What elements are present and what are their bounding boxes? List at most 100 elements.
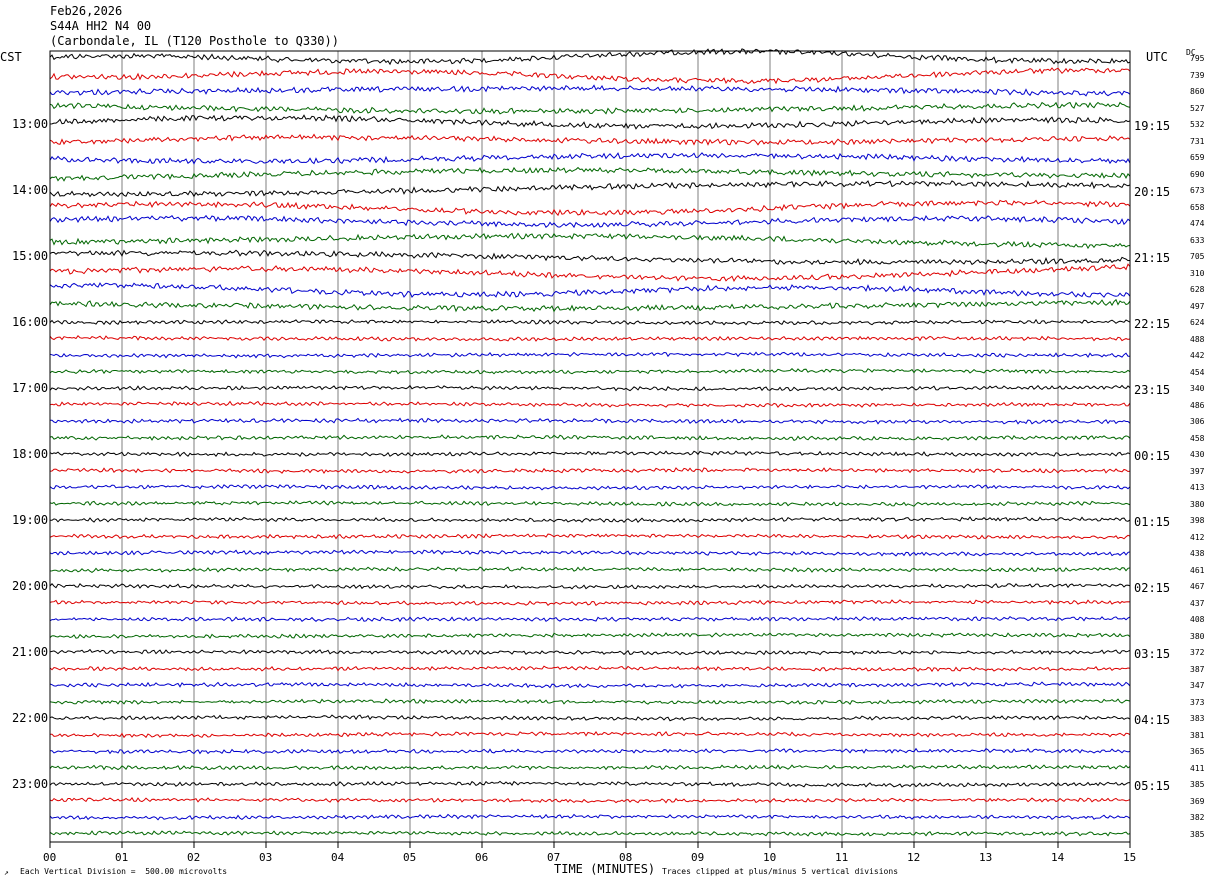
trace-line — [49, 813, 1131, 821]
trace-line — [49, 335, 1131, 342]
x-tick-label: 01 — [115, 851, 129, 864]
right-time-label: 22:15 — [1134, 317, 1171, 331]
x-tick-label: 12 — [907, 851, 921, 864]
left-time-label: 23:00 — [12, 777, 49, 791]
plot-frame — [49, 50, 1131, 843]
right-time-label: 02:15 — [1134, 581, 1171, 595]
trace-line — [49, 681, 1131, 689]
trace-line — [49, 152, 1131, 165]
dc-value: 532 — [1190, 120, 1205, 129]
dc-value: 795 — [1190, 54, 1205, 63]
left-time-label: 21:00 — [12, 645, 49, 659]
trace-line — [49, 48, 1131, 66]
right-time-label: 23:15 — [1134, 383, 1171, 397]
right-time-label: 21:15 — [1134, 251, 1171, 265]
x-tick-label: 05 — [403, 851, 417, 864]
dc-value: 497 — [1190, 301, 1205, 311]
right-time-label: 20:15 — [1134, 185, 1171, 199]
dc-value: 705 — [1190, 252, 1205, 261]
x-tick-label: 08 — [619, 851, 633, 864]
left-time-label: 22:00 — [12, 711, 49, 725]
plot-location: (Carbondale, IL (T120 Posthole to Q330)) — [50, 34, 339, 48]
trace-line — [49, 282, 1131, 299]
dc-value: 413 — [1190, 483, 1205, 492]
x-tick-label: 02 — [187, 851, 201, 864]
x-tick-label: 06 — [475, 851, 489, 864]
dc-value: 624 — [1190, 318, 1205, 327]
dc-value: 731 — [1190, 136, 1205, 146]
x-tick-label: 04 — [331, 851, 345, 864]
dc-value: 467 — [1190, 582, 1205, 591]
dc-value: 527 — [1190, 103, 1205, 113]
trace-line — [49, 199, 1131, 217]
right-timezone-label: UTC — [1146, 50, 1168, 64]
dc-value: 408 — [1190, 615, 1205, 624]
trace-line — [49, 232, 1131, 250]
plot-date: Feb26,2026 — [50, 4, 123, 18]
trace-line — [49, 263, 1131, 282]
trace-line — [49, 698, 1131, 706]
dc-value: 633 — [1190, 235, 1205, 245]
trace-line — [49, 368, 1131, 375]
left-time-label: 17:00 — [12, 381, 49, 395]
dc-value: 438 — [1190, 549, 1205, 558]
trace-line — [49, 467, 1131, 475]
dc-value: 340 — [1190, 384, 1205, 393]
trace-line — [49, 830, 1131, 837]
dc-header-label: DC — [1186, 48, 1196, 57]
right-time-label: 04:15 — [1134, 713, 1171, 727]
trace-line — [49, 214, 1131, 229]
trace-line — [49, 450, 1131, 458]
trace-line — [49, 549, 1131, 557]
trace-line — [49, 384, 1131, 392]
trace-line — [49, 133, 1131, 146]
dc-value: 372 — [1190, 648, 1205, 657]
x-tick-label: 09 — [691, 851, 705, 864]
trace-line — [49, 318, 1131, 326]
x-tick-label: 00 — [43, 851, 57, 864]
trace-line — [49, 764, 1131, 771]
trace-line — [49, 249, 1131, 266]
trace-line — [49, 566, 1131, 574]
trace-line — [49, 714, 1131, 722]
dc-value: 454 — [1190, 367, 1205, 377]
x-tick-label: 15 — [1123, 851, 1137, 864]
dc-value: 306 — [1190, 417, 1205, 426]
dc-value: 347 — [1190, 681, 1205, 690]
dc-value: 488 — [1190, 334, 1205, 344]
dc-value: 412 — [1190, 532, 1205, 542]
left-time-label: 13:00 — [12, 117, 49, 131]
dc-value: 382 — [1190, 813, 1205, 822]
scale-note: Each Vertical Division = 500.00 microvol… — [20, 867, 228, 876]
dc-value: 659 — [1190, 153, 1205, 162]
left-time-label: 16:00 — [12, 315, 49, 329]
dc-value: 385 — [1190, 780, 1205, 789]
trace-line — [49, 665, 1131, 673]
trace-line — [50, 516, 1131, 524]
x-tick-label: 10 — [763, 851, 777, 864]
right-time-label: 01:15 — [1134, 515, 1171, 529]
corner-mark-icon: ↗ — [4, 868, 9, 877]
dc-value: 411 — [1190, 763, 1205, 773]
right-time-label: 19:15 — [1134, 119, 1171, 133]
right-time-label: 05:15 — [1134, 779, 1171, 793]
trace-line — [49, 84, 1131, 97]
left-time-label: 20:00 — [12, 579, 49, 593]
dc-value: 739 — [1190, 70, 1205, 80]
dc-value: 369 — [1190, 796, 1205, 806]
left-time-label: 14:00 — [12, 183, 49, 197]
dc-value: 385 — [1190, 829, 1205, 839]
dc-value: 486 — [1190, 400, 1205, 410]
dc-value: 397 — [1190, 466, 1205, 476]
trace-line — [49, 351, 1130, 359]
left-time-label: 19:00 — [12, 513, 49, 527]
right-time-label: 03:15 — [1134, 647, 1171, 661]
trace-line — [49, 583, 1131, 590]
dc-value: 437 — [1190, 598, 1205, 608]
dc-value: 474 — [1190, 219, 1205, 228]
dc-value: 458 — [1190, 433, 1205, 443]
trace-line — [49, 484, 1131, 491]
dc-value: 658 — [1190, 202, 1205, 212]
x-tick-label: 14 — [1051, 851, 1065, 864]
dc-value: 690 — [1190, 169, 1205, 179]
